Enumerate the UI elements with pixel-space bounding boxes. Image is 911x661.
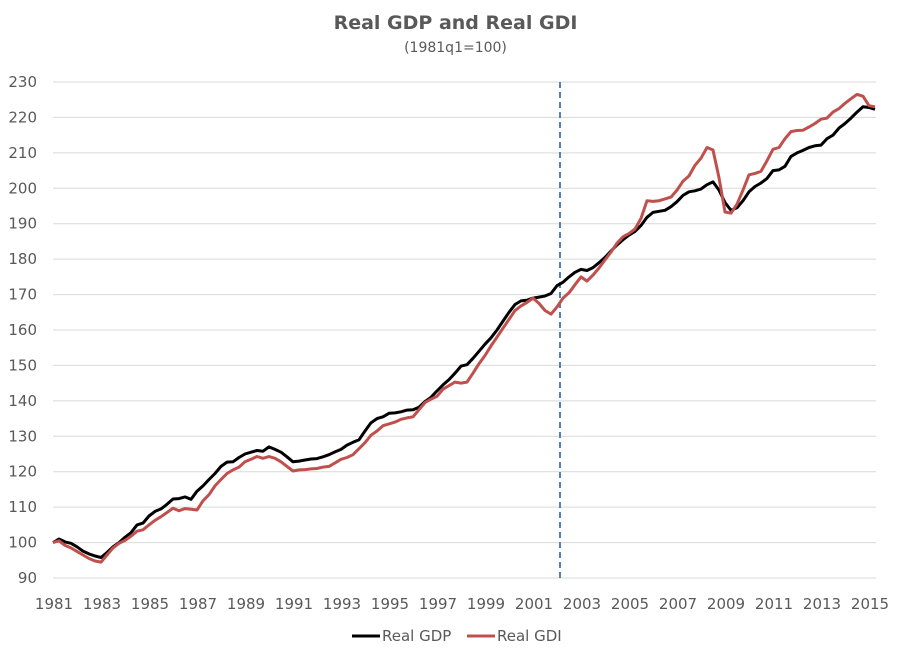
x-tick-label: 2003 xyxy=(563,595,601,613)
x-tick-label: 1999 xyxy=(467,595,505,613)
y-axis-ticks: 90 100 110 120 130 140 150 160 170 180 190 200 210 22… xyxy=(8,73,37,587)
x-tick-label: 2001 xyxy=(515,595,553,613)
y-tick-label: 90 xyxy=(18,569,37,587)
x-tick-label: 2013 xyxy=(803,595,841,613)
y-tick-label: 110 xyxy=(8,498,37,516)
y-tick-label: 210 xyxy=(8,144,37,162)
x-tick-label: 1995 xyxy=(371,595,409,613)
y-tick-label: 230 xyxy=(8,73,37,91)
y-tick-label: 130 xyxy=(8,427,37,445)
y-tick-label: 220 xyxy=(8,108,37,126)
gridlines xyxy=(53,81,876,579)
x-axis-ticks: 1981 1983 1985 1987 1989 1991 1993 1995 1997 1999… xyxy=(35,595,889,613)
x-tick-label: 1989 xyxy=(227,595,265,613)
y-tick-label: 100 xyxy=(8,534,37,552)
x-tick-label: 1983 xyxy=(83,595,121,613)
x-tick-label: 1991 xyxy=(275,595,313,613)
x-tick-label: 2015 xyxy=(851,595,889,613)
x-tick-label: 2005 xyxy=(611,595,649,613)
y-tick-label: 200 xyxy=(8,179,37,197)
series-lines xyxy=(52,92,876,564)
x-tick-label: 1981 xyxy=(35,595,73,613)
y-tick-label: 140 xyxy=(8,392,37,410)
y-tick-label: 160 xyxy=(8,321,37,339)
chart-title: Real GDP and Real GDI xyxy=(333,12,578,34)
chart-subtitle: (1981q1=100) xyxy=(404,40,507,56)
x-tick-label: 1987 xyxy=(179,595,217,613)
legend-label-real-gdp: Real GDP xyxy=(382,627,451,645)
series-line-real-gdi xyxy=(52,92,876,564)
y-tick-label: 170 xyxy=(8,286,37,304)
x-tick-label: 2007 xyxy=(659,595,697,613)
series-line-real-gdp xyxy=(52,105,876,559)
x-tick-label: 1985 xyxy=(131,595,169,613)
y-tick-label: 120 xyxy=(8,463,37,481)
y-tick-label: 150 xyxy=(8,356,37,374)
y-tick-label: 180 xyxy=(8,250,37,268)
y-tick-label: 190 xyxy=(8,215,37,233)
legend: Real GDP Real GDI xyxy=(352,627,562,645)
x-tick-label: 1997 xyxy=(419,595,457,613)
x-tick-label: 2011 xyxy=(755,595,793,613)
x-tick-label: 1993 xyxy=(323,595,361,613)
x-tick-label: 2009 xyxy=(707,595,745,613)
legend-label-real-gdi: Real GDI xyxy=(497,627,562,645)
